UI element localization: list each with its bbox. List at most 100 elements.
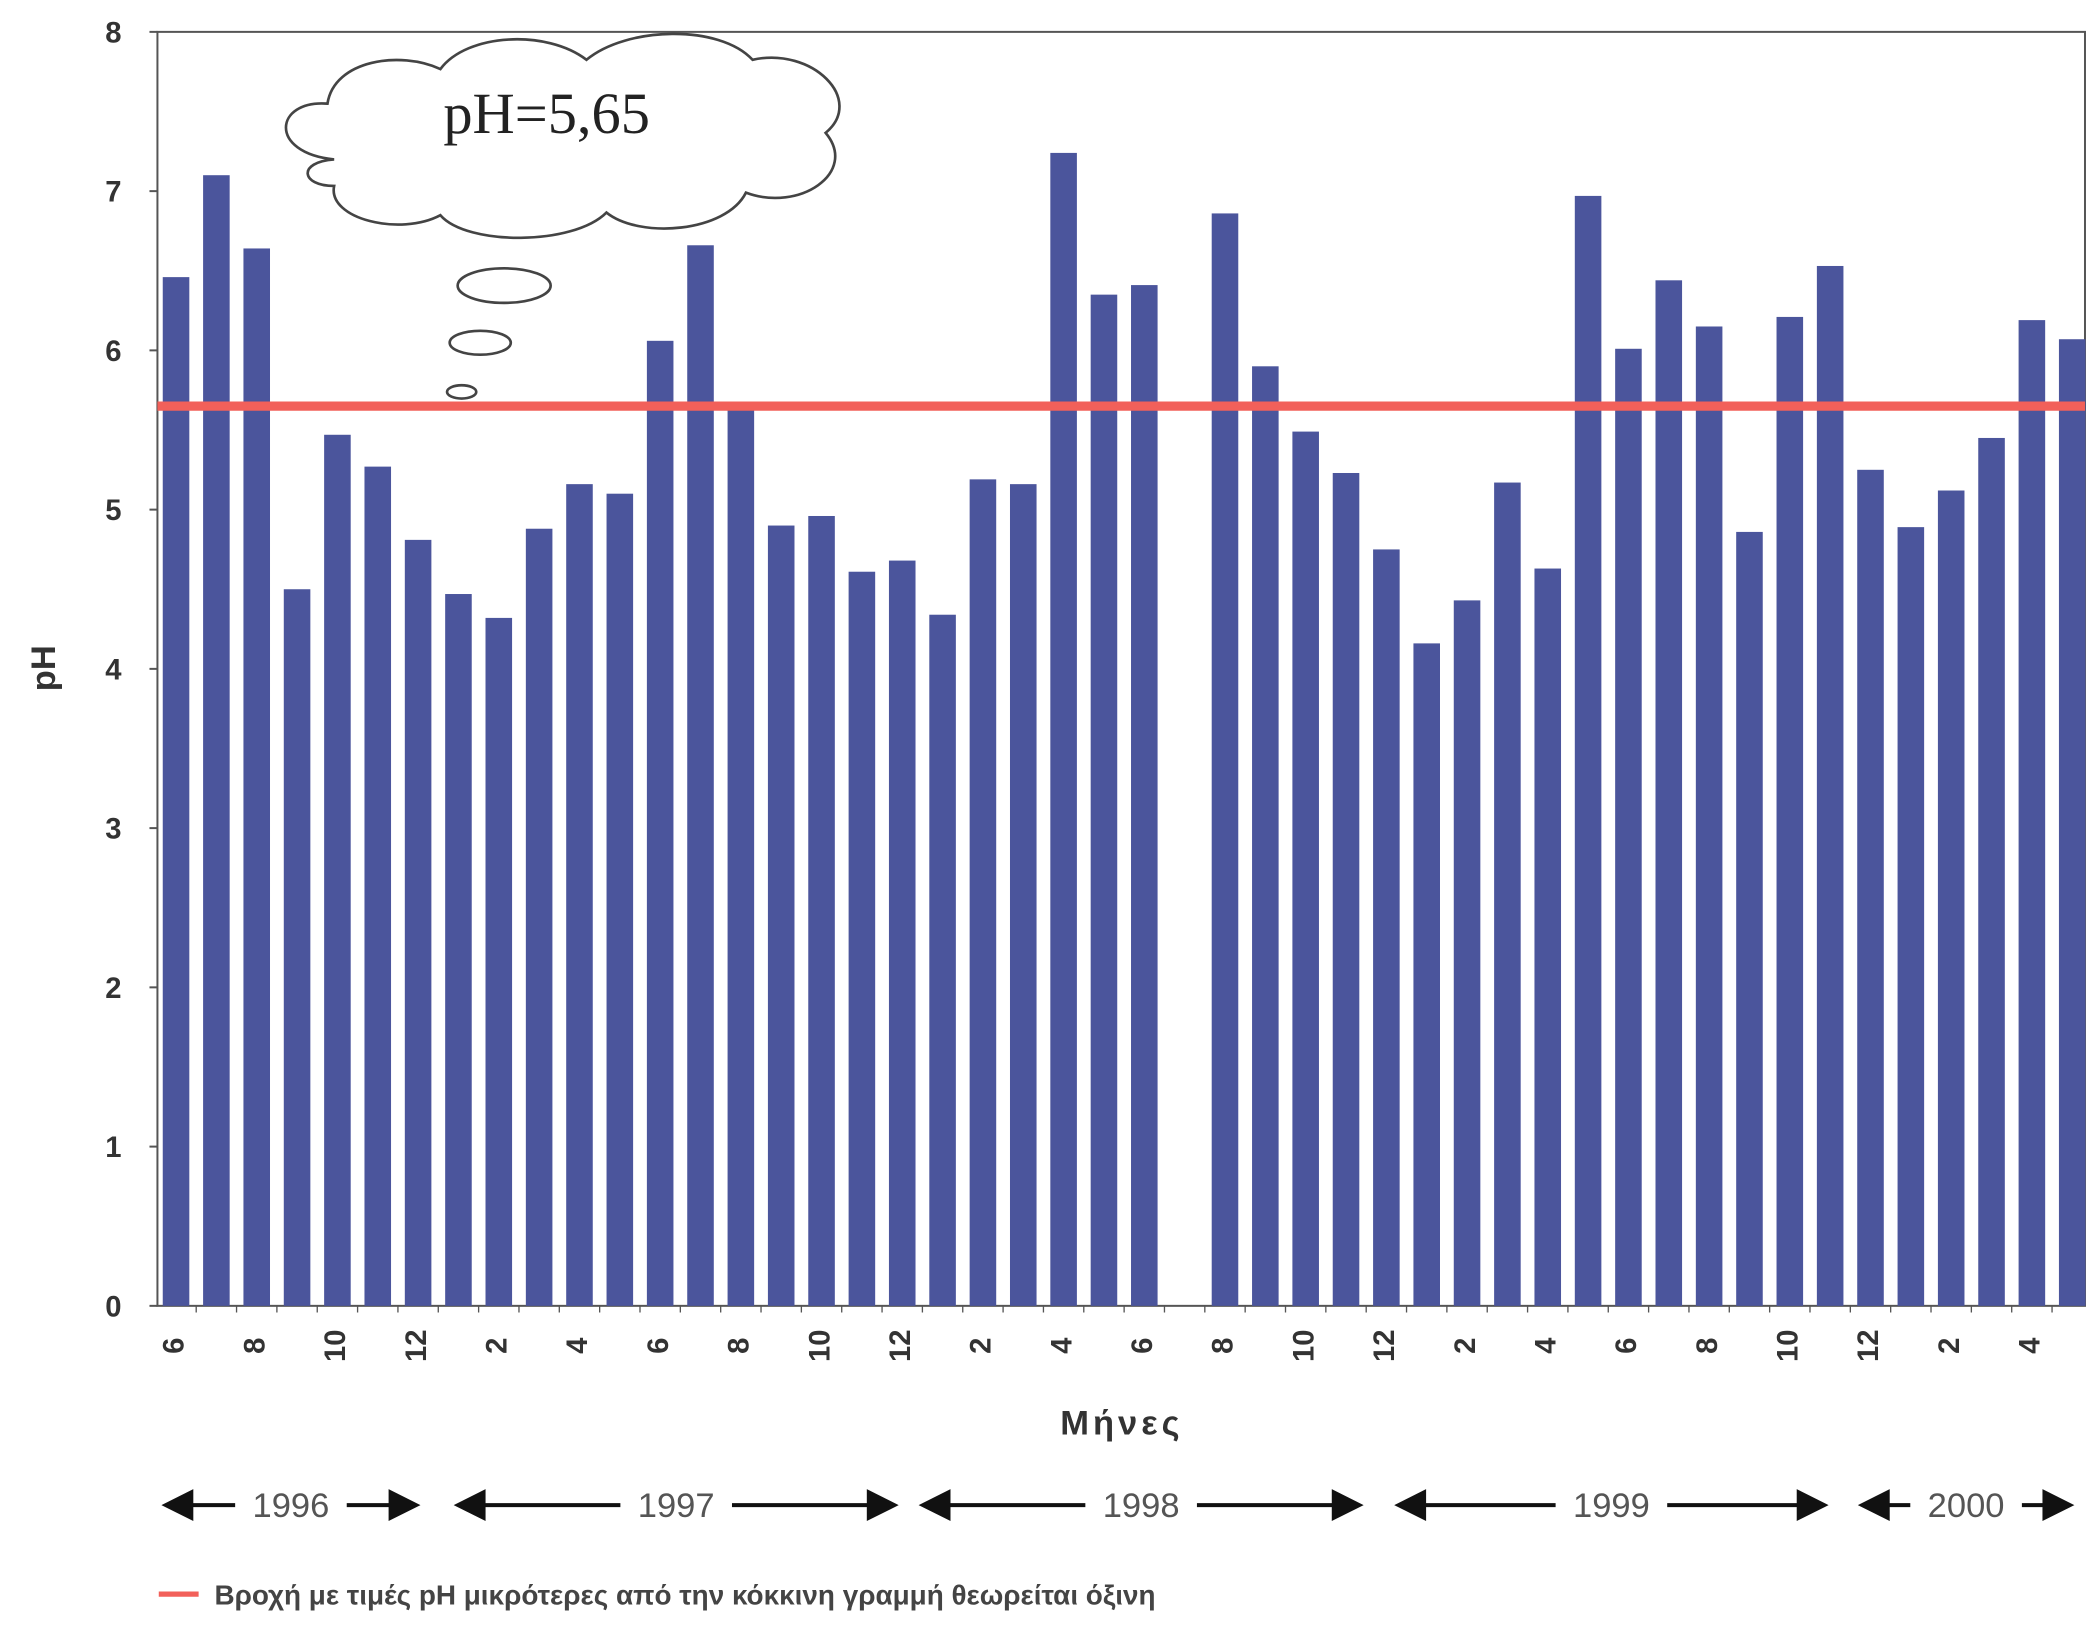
- bar: [1615, 348, 1642, 1306]
- annotation-cloud: [284, 32, 841, 400]
- bar: [888, 560, 916, 1306]
- bar: [808, 515, 835, 1306]
- bar: [1695, 326, 1723, 1306]
- y-axis-label: pH: [25, 645, 63, 691]
- arrow-head: [1857, 1489, 1890, 1522]
- arrow-head: [918, 1489, 951, 1522]
- bar: [1131, 285, 1158, 1306]
- bar: [1292, 431, 1319, 1306]
- x-tick-label: 6: [643, 1338, 675, 1354]
- bar: [1050, 152, 1077, 1306]
- year-span: 1999: [1394, 1487, 1829, 1525]
- bar: [1373, 549, 1400, 1306]
- y-tick-label: 1: [105, 1132, 121, 1164]
- bar: [1736, 531, 1763, 1306]
- year-label: 2000: [1928, 1487, 2005, 1525]
- bar: [485, 617, 513, 1306]
- arrow-head: [1331, 1489, 1364, 1522]
- legend-label: Βροχή με τιμές pH μικρότερες από την κόκ…: [215, 1580, 1156, 1611]
- bar: [525, 528, 553, 1306]
- bar: [1009, 484, 1037, 1306]
- bar: [364, 466, 392, 1306]
- annotation: pH=5,65: [443, 81, 650, 146]
- x-tick-label: 6: [1611, 1338, 1643, 1354]
- bar: [1090, 294, 1118, 1306]
- x-tick-label: 12: [885, 1329, 917, 1362]
- bar: [1574, 195, 1602, 1306]
- y-tick-label: 4: [105, 654, 122, 686]
- year-label: 1996: [253, 1487, 330, 1525]
- x-tick-label: 8: [239, 1338, 271, 1354]
- bar: [1816, 265, 1844, 1306]
- year-label: 1999: [1573, 1487, 1650, 1525]
- bar: [929, 614, 956, 1306]
- bar: [1978, 437, 2005, 1306]
- bar: [1453, 600, 1481, 1306]
- arrow-head: [453, 1489, 486, 1522]
- bar: [1655, 280, 1683, 1306]
- bar: [727, 409, 755, 1306]
- y-tick-label: 0: [105, 1291, 121, 1323]
- bar: [203, 175, 230, 1306]
- arrow-head: [161, 1489, 194, 1522]
- arrow-head: [2042, 1489, 2075, 1522]
- y-tick-label: 2: [105, 973, 121, 1005]
- y-tick-label: 6: [105, 336, 121, 368]
- y-tick-label: 7: [105, 177, 121, 209]
- bar: [767, 525, 795, 1306]
- arrow-head: [1394, 1489, 1427, 1522]
- bar: [162, 277, 190, 1306]
- x-tick-label: 8: [1208, 1338, 1240, 1354]
- year-span: 1997: [453, 1487, 899, 1525]
- x-tick-label: 2: [482, 1338, 514, 1354]
- bar: [1776, 316, 1804, 1306]
- bar: [848, 571, 876, 1306]
- x-tick-label: 10: [320, 1329, 352, 1362]
- y-tick-label: 5: [105, 495, 121, 527]
- x-tick-label: 10: [1288, 1329, 1320, 1362]
- y-tick-label: 3: [105, 814, 121, 846]
- x-tick-label: 6: [1127, 1338, 1159, 1354]
- x-tick-label: 2: [966, 1338, 998, 1354]
- bar: [1252, 366, 1279, 1306]
- bar: [1937, 490, 1965, 1306]
- x-tick-label: 12: [1853, 1329, 1885, 1362]
- bar: [324, 434, 351, 1306]
- bar: [1211, 213, 1239, 1306]
- bar: [243, 248, 271, 1306]
- bar: [1534, 568, 1562, 1306]
- arrow-head: [866, 1489, 899, 1522]
- year-span: 1998: [918, 1487, 1364, 1525]
- arrow-head: [1796, 1489, 1829, 1522]
- year-span: 2000: [1857, 1487, 2075, 1525]
- bar: [2058, 339, 2086, 1306]
- x-tick-label: 12: [1369, 1329, 1401, 1362]
- bar: [687, 245, 714, 1306]
- year-label: 1997: [638, 1487, 715, 1525]
- bar: [283, 589, 311, 1306]
- bar: [1857, 469, 1884, 1306]
- bar: [606, 493, 634, 1306]
- x-tick-label: 8: [724, 1338, 756, 1354]
- x-tick-label: 6: [159, 1338, 191, 1354]
- x-tick-label: 4: [562, 1337, 594, 1354]
- x-tick-label: 10: [1773, 1329, 1805, 1362]
- x-tick-label: 2: [1934, 1338, 1966, 1354]
- x-tick-label: 8: [1692, 1338, 1724, 1354]
- arrow-head: [388, 1489, 421, 1522]
- bar: [646, 340, 674, 1306]
- x-tick-label: 10: [804, 1329, 836, 1362]
- year-span: 1996: [161, 1487, 421, 1525]
- bar: [1494, 482, 1521, 1306]
- year-label: 1998: [1103, 1487, 1180, 1525]
- bar: [445, 594, 472, 1306]
- x-tick-label: 2: [1450, 1338, 1482, 1354]
- bar: [1413, 643, 1440, 1306]
- bar: [1897, 527, 1925, 1306]
- bar: [404, 539, 432, 1306]
- x-axis-label: Μήνες: [1060, 1405, 1183, 1443]
- x-tick-label: 12: [401, 1329, 433, 1362]
- bar: [969, 479, 997, 1306]
